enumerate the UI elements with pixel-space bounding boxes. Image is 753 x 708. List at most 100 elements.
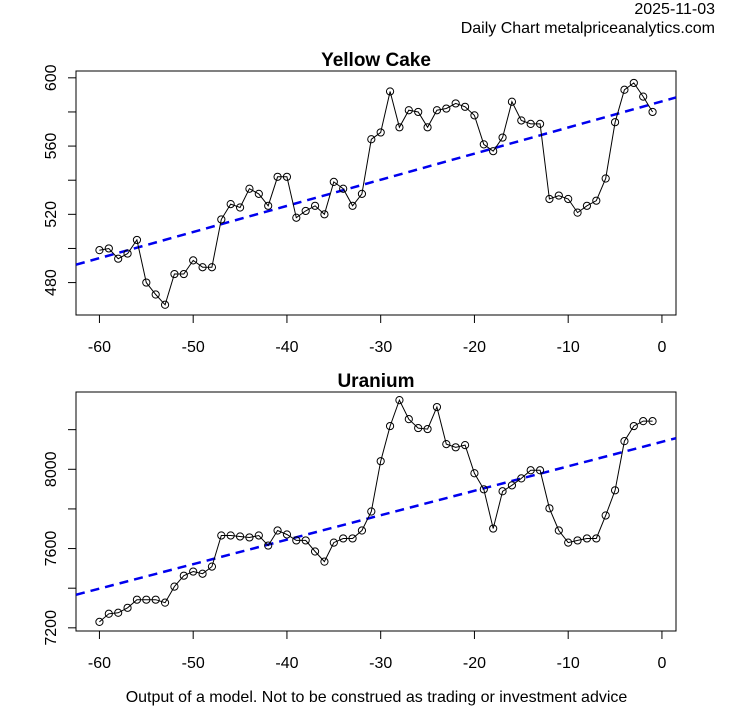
x-tick-label: -20: [463, 655, 486, 672]
data-point: [620, 437, 629, 446]
price-line: [99, 398, 653, 623]
data-point: [498, 133, 507, 142]
data-point: [385, 421, 395, 431]
y-tick-label: 480: [43, 269, 60, 296]
data-point: [151, 290, 160, 299]
data-point: [610, 486, 620, 495]
data-point: [282, 172, 292, 181]
chart-panel-0: Yellow Cake -60 -50 -40 -30 -20 -10 0 480 520 560 6…: [43, 50, 677, 356]
data-point: [432, 402, 442, 412]
data-point: [479, 140, 488, 149]
data-point: [264, 201, 273, 210]
data-point: [395, 396, 404, 405]
data-point: [292, 213, 301, 222]
data-point: [460, 102, 470, 111]
trend-line: [76, 96, 676, 266]
data-point: [348, 201, 357, 210]
data-point: [376, 128, 385, 137]
data-point: [114, 254, 123, 263]
data-point: [301, 536, 310, 545]
data-point: [226, 199, 235, 209]
x-tick-label: 0: [657, 339, 666, 356]
data-point: [535, 119, 545, 128]
data-point: [282, 530, 292, 539]
data-point: [432, 106, 442, 115]
data-point: [310, 547, 320, 556]
x-tick-label: -60: [88, 339, 111, 356]
data-point: [357, 526, 367, 535]
data-point: [245, 184, 254, 193]
data-point: [160, 598, 170, 607]
data-point: [367, 507, 376, 516]
data-point: [95, 246, 104, 255]
data-point: [142, 595, 151, 604]
chart-title: Uranium: [337, 371, 414, 392]
data-point: [507, 97, 517, 106]
data-point: [601, 511, 610, 520]
price-line: [99, 82, 654, 306]
data-point: [479, 485, 488, 494]
x-tick-label: -30: [369, 339, 392, 356]
data-point: [198, 263, 207, 272]
data-point: [123, 603, 132, 612]
data-point: [442, 104, 451, 113]
x-tick-label: -20: [463, 339, 486, 356]
data-point: [573, 208, 582, 217]
trend-line: [76, 436, 676, 596]
y-tick-label: 8000: [43, 451, 60, 487]
y-tick-label: 7200: [43, 610, 60, 646]
data-point: [498, 487, 507, 496]
data-point: [217, 531, 226, 540]
data-point: [104, 244, 113, 253]
x-tick-label: -40: [275, 655, 298, 672]
data-point: [545, 504, 554, 513]
data-point: [132, 235, 142, 245]
data-point: [582, 201, 592, 210]
data-point: [376, 457, 385, 466]
y-tick-label: 520: [43, 201, 60, 228]
y-tick-label: 600: [43, 64, 60, 91]
data-point: [610, 118, 620, 127]
data-point: [554, 191, 563, 200]
data-point: [179, 571, 188, 580]
chart-title: Yellow Cake: [321, 50, 431, 71]
data-point: [460, 441, 470, 450]
disclaimer: Output of a model. Not to be construed a…: [125, 689, 628, 706]
data-point: [629, 78, 638, 88]
data-point: [489, 524, 498, 533]
data-point: [517, 116, 526, 125]
data-point: [385, 87, 395, 96]
data-point: [517, 474, 526, 483]
data-point: [170, 269, 179, 279]
data-point: [470, 111, 479, 120]
data-point: [357, 189, 367, 198]
data-point: [629, 421, 638, 431]
data-point: [470, 469, 479, 478]
data-point: [320, 557, 329, 566]
data-point: [217, 215, 226, 224]
data-point: [207, 562, 217, 571]
data-point: [601, 174, 610, 183]
data-point: [423, 123, 432, 132]
data-point: [329, 177, 338, 187]
data-point: [489, 147, 498, 156]
data-point: [564, 194, 573, 204]
data-point: [189, 256, 198, 265]
data-point: [648, 107, 657, 117]
data-point: [592, 196, 601, 205]
data-point: [310, 201, 320, 210]
data-point: [648, 417, 657, 426]
data-point: [592, 534, 601, 543]
data-point: [395, 123, 404, 132]
data-point: [329, 538, 338, 547]
data-point: [254, 189, 263, 198]
plot-frame: [75, 70, 677, 316]
data-point: [414, 423, 423, 433]
data-point: [160, 300, 170, 309]
chart-panel-1: Uranium -60 -50 -40 -30 -20 -10 0 7200 7600 8000: [43, 371, 677, 672]
data-point: [114, 608, 123, 617]
data-point: [535, 466, 545, 475]
y-tick-label: 560: [43, 133, 60, 160]
data-point: [639, 92, 648, 101]
